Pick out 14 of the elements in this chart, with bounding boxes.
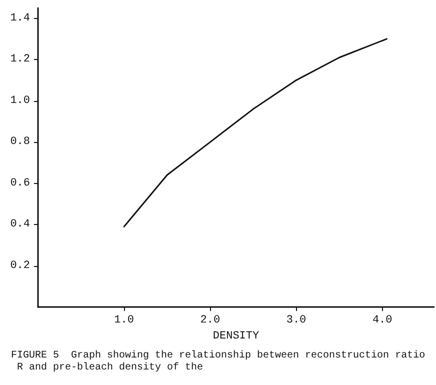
y-tick-label: 0.2 <box>10 260 30 272</box>
line-series <box>123 38 388 228</box>
y-tick-label: 1.2 <box>10 54 30 66</box>
y-tick-label: 1.0 <box>10 94 30 107</box>
y-tick-label: 0.8 <box>10 136 30 148</box>
y-tick-label: 1.4 <box>10 12 30 24</box>
x-tick-label: 2.0 <box>200 314 220 326</box>
x-tick-label: 3.0 <box>286 314 306 326</box>
y-tick-label: 0.6 <box>10 177 30 190</box>
caption: FIGURE 5 Graph showing the relationship between reconstruction ratio R and pre-bleach density of the <box>11 350 426 374</box>
x-tick-label: 1.0 <box>114 314 134 326</box>
x-tick-label: 4.0 <box>372 314 392 326</box>
y-tick-label: 0.4 <box>10 218 30 231</box>
x-axis-title: DENSITY <box>212 330 260 342</box>
